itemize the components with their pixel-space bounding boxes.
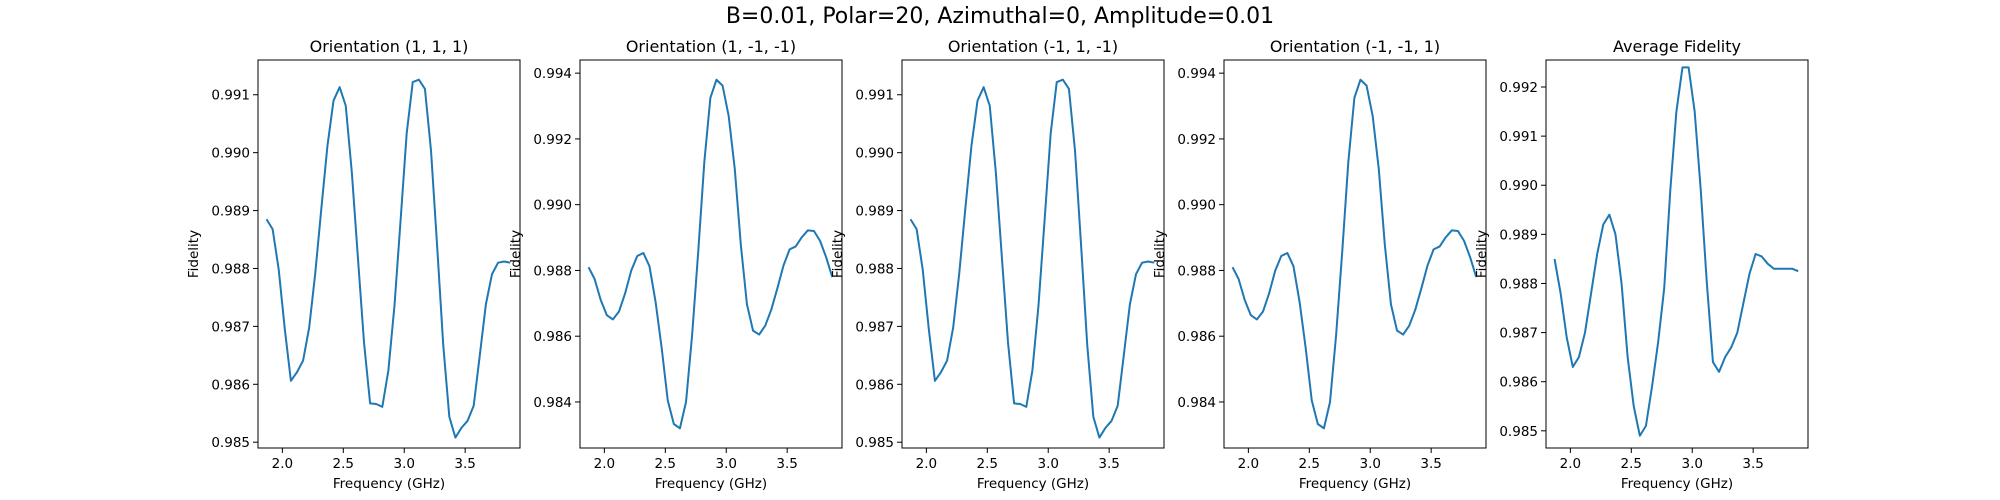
x-axis-label: Frequency (GHz) <box>333 476 445 492</box>
y-axis-label: Fidelity <box>830 230 846 278</box>
axes-frame <box>1545 59 1809 449</box>
x-tick-label: 3.0 <box>1037 456 1058 472</box>
series-line <box>265 78 511 439</box>
y-tick-label: 0.990 <box>1177 198 1216 214</box>
y-tick-label: 0.987 <box>1499 326 1538 342</box>
x-axis-label: Frequency (GHz) <box>977 476 1089 492</box>
x-tick-label: 2.0 <box>1560 456 1581 472</box>
x-tick-label: 3.0 <box>1681 456 1702 472</box>
y-tick-label: 0.994 <box>1177 66 1216 82</box>
axes-frame <box>1223 59 1487 449</box>
x-tick-label: 2.5 <box>977 456 998 472</box>
y-tick-label: 0.988 <box>855 261 894 277</box>
y-tick-label: 0.986 <box>1499 375 1538 391</box>
x-tick-label: 2.5 <box>333 456 354 472</box>
subplot-4: 2.0 2.5 3.0 3.5 0.984 0.986 0.988 0.990 0.992 0.9… <box>1152 37 1487 492</box>
y-tick-label: 0.989 <box>855 204 894 220</box>
x-axis-label: Frequency (GHz) <box>1621 476 1733 492</box>
subplot-title: Average Fidelity <box>1613 37 1741 56</box>
x-tick-label: 3.0 <box>715 456 736 472</box>
y-tick-label: 0.987 <box>211 319 250 335</box>
x-tick-label: 3.5 <box>1098 456 1119 472</box>
y-tick-label: 0.986 <box>855 377 894 393</box>
y-tick-label: 0.991 <box>855 88 894 104</box>
y-tick-label: 0.992 <box>533 132 572 148</box>
y-tick-label: 0.988 <box>1177 263 1216 279</box>
x-tick-label: 2.5 <box>1299 456 1320 472</box>
subplot-title: Orientation (1, 1, 1) <box>310 37 469 56</box>
figure-title: B=0.01, Polar=20, Azimuthal=0, Amplitude… <box>725 4 1275 29</box>
y-tick-label: 0.990 <box>211 146 250 162</box>
y-tick-label: 0.990 <box>855 146 894 162</box>
y-tick-label: 0.984 <box>533 395 572 411</box>
y-tick-label: 0.991 <box>1499 129 1538 145</box>
y-tick-label: 0.984 <box>1177 395 1216 411</box>
y-tick-label: 0.988 <box>211 261 250 277</box>
axes-frame <box>579 59 843 449</box>
x-tick-label: 3.5 <box>1742 456 1763 472</box>
y-axis-label: Fidelity <box>1474 230 1490 278</box>
y-tick-label: 0.986 <box>211 377 250 393</box>
x-tick-label: 3.0 <box>1359 456 1380 472</box>
y-tick-label: 0.985 <box>211 435 250 451</box>
axes-frame <box>901 59 1165 449</box>
x-tick-label: 3.5 <box>776 456 797 472</box>
y-tick-label: 0.989 <box>211 204 250 220</box>
y-tick-label: 0.991 <box>211 88 250 104</box>
subplot-5: 2.0 2.5 3.0 3.5 0.985 0.986 0.987 0.988 0.989 0.9… <box>1474 37 1809 492</box>
subplot-1: 2.0 2.5 3.0 3.5 0.985 0.986 0.987 0.988 0.989 0.9… <box>186 37 521 492</box>
y-tick-label: 0.988 <box>1499 276 1538 292</box>
x-tick-label: 3.5 <box>1420 456 1441 472</box>
x-tick-label: 2.0 <box>1238 456 1259 472</box>
y-tick-label: 0.992 <box>1177 132 1216 148</box>
series-line <box>909 78 1155 439</box>
x-tick-label: 3.5 <box>454 456 475 472</box>
subplot-2: 2.0 2.5 3.0 3.5 0.984 0.986 0.988 0.990 0.992 0.9… <box>508 37 843 492</box>
y-tick-label: 0.986 <box>1177 329 1216 345</box>
y-tick-label: 0.985 <box>1499 424 1538 440</box>
x-tick-label: 2.5 <box>655 456 676 472</box>
series-line <box>587 78 834 430</box>
axes-frame <box>257 59 521 449</box>
subplot-title: Orientation (-1, 1, -1) <box>948 37 1118 56</box>
y-tick-label: 0.987 <box>855 319 894 335</box>
y-tick-label: 0.989 <box>1499 227 1538 243</box>
subplot-title: Orientation (1, -1, -1) <box>626 37 796 56</box>
y-tick-label: 0.986 <box>533 329 572 345</box>
y-tick-label: 0.990 <box>533 198 572 214</box>
y-axis-label: Fidelity <box>1152 230 1168 278</box>
y-tick-label: 0.990 <box>1499 178 1538 194</box>
x-tick-label: 3.0 <box>393 456 414 472</box>
y-axis-label: Fidelity <box>508 230 524 278</box>
y-tick-label: 0.994 <box>533 66 572 82</box>
x-axis-label: Frequency (GHz) <box>655 476 767 492</box>
x-tick-label: 2.0 <box>594 456 615 472</box>
y-tick-label: 0.992 <box>1499 80 1538 96</box>
series-line <box>1231 78 1478 430</box>
y-axis-label: Fidelity <box>186 230 202 278</box>
x-tick-label: 2.0 <box>272 456 293 472</box>
series-line <box>1553 66 1799 437</box>
y-tick-label: 0.988 <box>533 263 572 279</box>
subplot-title: Orientation (-1, -1, 1) <box>1270 37 1440 56</box>
y-tick-label: 0.985 <box>855 435 894 451</box>
x-axis-label: Frequency (GHz) <box>1299 476 1411 492</box>
x-tick-label: 2.5 <box>1621 456 1642 472</box>
subplot-3: 2.0 2.5 3.0 3.5 0.985 0.986 0.987 0.988 0.989 0.9… <box>830 37 1165 492</box>
x-tick-label: 2.0 <box>916 456 937 472</box>
